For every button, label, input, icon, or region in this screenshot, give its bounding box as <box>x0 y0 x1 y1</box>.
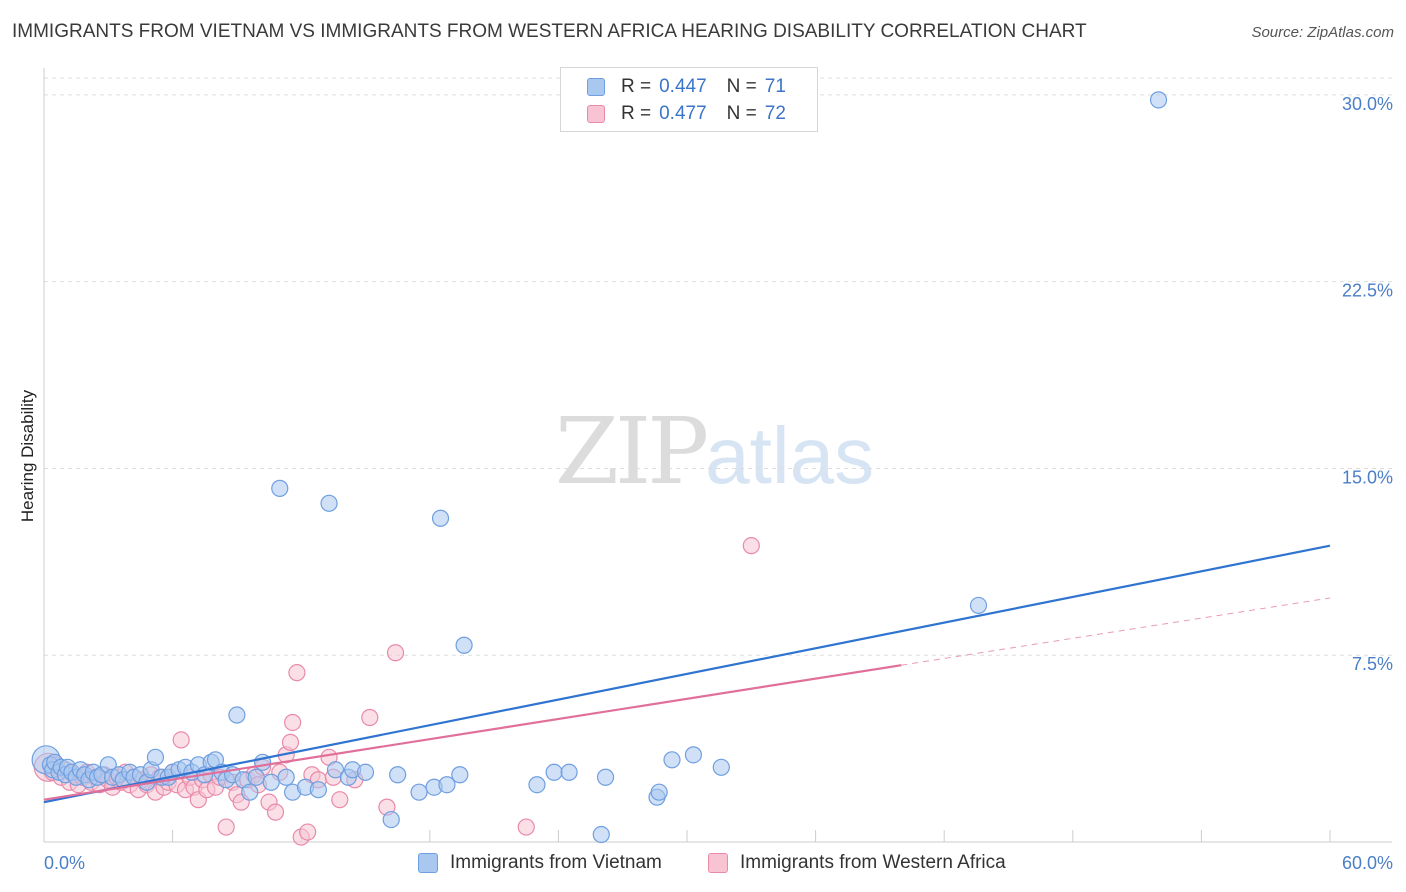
vietnam-point <box>320 494 338 512</box>
chart-title: IMMIGRANTS FROM VIETNAM VS IMMIGRANTS FR… <box>12 21 1087 42</box>
wafrica-point <box>361 708 379 727</box>
watermark: ZIPatlas <box>555 398 874 505</box>
vietnam-points <box>31 91 1168 844</box>
wafrica-point <box>331 791 349 809</box>
vietnam-point <box>146 748 165 766</box>
x-tick-label: 60.0% <box>1342 853 1393 873</box>
vietnam-point <box>451 766 469 784</box>
watermark-zip: ZIP <box>555 398 709 505</box>
grid-lines <box>44 77 1392 656</box>
vietnam-point <box>596 768 615 786</box>
y-tick-label: 15.0% <box>1342 467 1393 487</box>
legend-r-value: 0.477 <box>659 103 707 124</box>
vietnam-point <box>560 763 578 781</box>
y-tick-label: 22.5% <box>1342 281 1393 301</box>
x-tick-label: 0.0% <box>44 853 85 873</box>
vietnam-point <box>969 596 988 615</box>
vietnam-trend-line <box>43 544 1331 804</box>
vietnam-point <box>241 783 259 801</box>
wafrica-point <box>266 803 285 821</box>
legend-r-value: 0.447 <box>659 76 707 97</box>
correlation-legend: R = 0.447 N = 71 R = 0.477 N = 72 <box>560 67 818 132</box>
series-label-vietnam: Immigrants from Vietnam <box>450 852 662 873</box>
vietnam-point <box>382 810 400 829</box>
wafrica-trend-line <box>43 664 902 801</box>
axes <box>43 68 1392 843</box>
wafrica-point <box>386 644 405 662</box>
vietnam-point <box>684 746 703 764</box>
vietnam-point <box>650 783 668 801</box>
vietnam-point <box>228 706 246 724</box>
y-tick-label: 30.0% <box>1342 94 1393 114</box>
legend-row-wafrica: R = 0.477 N = 72 <box>587 102 806 126</box>
series-swatch-wafrica <box>708 853 728 873</box>
wafrica-point <box>217 818 235 836</box>
series-legend-vietnam: Immigrants from Vietnam <box>418 852 662 874</box>
series-legend: Immigrants from Vietnam Immigrants from … <box>0 852 1406 878</box>
series-swatch-vietnam <box>418 853 438 873</box>
wafrica-point <box>517 818 535 836</box>
vietnam-point <box>389 766 407 784</box>
tick-labels: 7.5% 15.0% 22.5% 30.0% 0.0% 60.0% <box>44 94 1393 873</box>
legend-n-value: 72 <box>764 103 786 124</box>
vietnam-point <box>271 479 289 497</box>
legend-n-label: N = <box>726 103 757 124</box>
vietnam-point <box>247 768 265 786</box>
legend-n-value: 71 <box>764 76 786 97</box>
legend-row-vietnam: R = 0.447 N = 71 <box>587 75 806 99</box>
wafrica-point <box>284 713 302 732</box>
watermark-atlas: atlas <box>705 411 875 500</box>
vietnam-point <box>262 773 280 791</box>
wafrica-point <box>288 664 306 682</box>
vietnam-point <box>545 763 563 781</box>
vietnam-point <box>410 783 428 801</box>
series-legend-wafrica: Immigrants from Western Africa <box>708 852 1006 874</box>
vietnam-point <box>431 509 450 527</box>
vietnam-point <box>1149 91 1168 109</box>
legend-n-label: N = <box>726 76 757 97</box>
y-tick-label: 7.5% <box>1352 654 1393 674</box>
vietnam-point <box>712 758 730 776</box>
vietnam-point <box>356 763 375 781</box>
vietnam-point <box>663 751 681 769</box>
source-credit: Source: ZipAtlas.com <box>1251 24 1394 41</box>
legend-swatch-vietnam <box>587 78 605 96</box>
vietnam-point <box>528 776 546 794</box>
wafrica-point <box>742 537 760 555</box>
series-label-wafrica: Immigrants from Western Africa <box>740 852 1006 873</box>
vietnam-point <box>309 781 327 799</box>
wafrica-point <box>172 731 190 749</box>
vietnam-point <box>277 768 295 786</box>
wafrica-point <box>281 733 300 751</box>
legend-swatch-wafrica <box>587 105 605 123</box>
vietnam-point <box>326 761 345 779</box>
vietnam-point <box>592 825 610 844</box>
vietnam-point <box>438 776 456 794</box>
vietnam-point <box>455 636 473 654</box>
legend-r-label: R = <box>621 76 652 97</box>
legend-r-label: R = <box>621 103 652 124</box>
trend-lines <box>43 544 1331 804</box>
wafrica-point <box>299 823 317 841</box>
